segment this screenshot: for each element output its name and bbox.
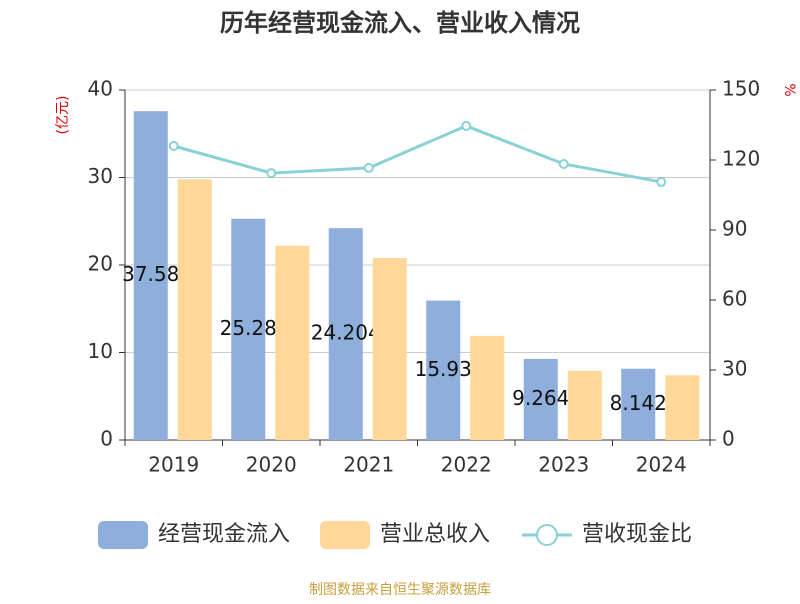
y-tick-label: 20 — [88, 252, 113, 276]
legend-label: 营收现金比 — [582, 522, 692, 547]
legend-swatch — [98, 521, 148, 549]
bar — [133, 111, 168, 441]
data-label: 25.28 — [220, 316, 277, 340]
y2-tick-label: 60 — [722, 287, 747, 311]
x-tick-label: 2024 — [636, 453, 687, 477]
legend-label: 营业总收入 — [380, 522, 490, 547]
y2-tick-label: 90 — [722, 217, 747, 241]
bar — [372, 258, 407, 440]
line-point — [461, 120, 472, 131]
y-tick-label: 40 — [88, 77, 113, 101]
x-tick-label: 2020 — [246, 453, 297, 477]
legend-swatch — [320, 521, 370, 549]
y2-tick-label: 30 — [722, 357, 747, 381]
line-point — [168, 141, 179, 151]
bar — [621, 368, 656, 440]
y2-tick-label: 120 — [722, 147, 760, 171]
bar — [177, 179, 212, 440]
data-label: 24.204 — [311, 321, 381, 345]
data-label: 9.264 — [512, 386, 569, 410]
y-tick-label: 30 — [88, 164, 113, 188]
data-label: 8.142 — [610, 391, 667, 415]
line-point — [266, 168, 277, 179]
chart-title: 历年经营现金流入、营业收入情况 — [220, 9, 580, 37]
bar — [665, 375, 700, 440]
source-note: 制图数据来自恒生聚源数据库 — [309, 582, 491, 598]
bar — [231, 218, 266, 440]
legend-label: 经营现金流入 — [158, 522, 290, 547]
y-tick-label: 0 — [100, 427, 113, 451]
x-tick-label: 2021 — [343, 453, 394, 477]
x-tick-label: 2022 — [441, 453, 492, 477]
line-point — [363, 162, 374, 173]
y2-tick-label: 0 — [722, 427, 735, 451]
y-axis-label: (亿元) — [55, 96, 71, 135]
x-tick-label: 2023 — [538, 453, 589, 477]
line-point — [558, 158, 569, 169]
bar — [470, 335, 505, 440]
line — [173, 124, 662, 184]
x-tick-label: 2019 — [148, 453, 199, 477]
data-label: 15.93 — [415, 357, 472, 381]
line-point — [656, 176, 667, 187]
bar — [275, 245, 310, 440]
bar — [523, 358, 558, 440]
y2-axis-label: % — [781, 83, 797, 96]
y-tick-label: 10 — [88, 339, 113, 363]
bar — [426, 300, 461, 440]
bar — [328, 228, 363, 440]
legend-swatch — [536, 524, 558, 546]
y2-tick-label: 150 — [722, 77, 760, 101]
bar — [567, 370, 602, 440]
data-label: 37.58 — [122, 262, 179, 286]
